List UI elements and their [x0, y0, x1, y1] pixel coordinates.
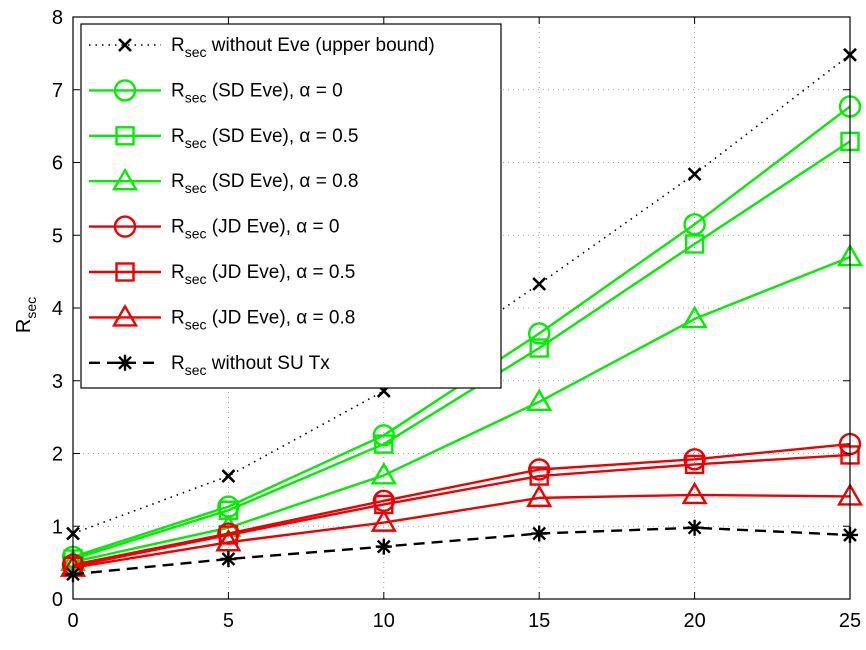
- series-7-point: [526, 484, 553, 508]
- series-8-point: [220, 550, 237, 567]
- legend-entry: Rsec (JD Eve), α = 0.8: [89, 304, 355, 332]
- series-1-point: [221, 469, 236, 483]
- svg-text:Rsec: Rsec: [13, 297, 39, 333]
- series-6-point: [684, 454, 705, 475]
- series-3-point: [374, 434, 394, 454]
- x-tick-label: 25: [839, 610, 861, 632]
- y-tick-label: 8: [52, 7, 63, 29]
- legend-swatch-marker: [117, 354, 133, 371]
- legend-label: Rsec (SD Eve), α = 0.5: [171, 126, 359, 151]
- series-5-line: [72, 442, 851, 566]
- legend-swatch-marker: [113, 79, 137, 102]
- legend-label: Rsec (SD Eve), α = 0: [171, 80, 343, 105]
- legend-swatch-marker: [113, 215, 137, 238]
- legend-label: Rsec (SD Eve), α = 0.8: [171, 171, 359, 196]
- series-3-line: [72, 140, 851, 561]
- series-7-point: [370, 509, 397, 532]
- legend-label: Rsec without Eve (upper bound): [171, 35, 435, 60]
- legend-swatch-marker: [115, 262, 135, 282]
- y-tick-label: 4: [52, 298, 63, 320]
- y-tick-label: 5: [52, 225, 63, 247]
- legend-swatch-marker: [111, 167, 139, 191]
- y-tick-label: 2: [52, 444, 63, 466]
- series-3-point: [684, 234, 705, 254]
- legend-swatch-marker: [118, 38, 132, 52]
- legend-entry: Rsec (SD Eve), α = 0.5: [89, 126, 359, 151]
- y-tick-label: 0: [52, 589, 63, 611]
- series-4-point: [681, 305, 708, 329]
- legend-swatch-marker: [115, 126, 135, 146]
- legend-entry: Rsec without SU Tx: [89, 353, 330, 378]
- series-5: [61, 432, 862, 577]
- legend-label: Rsec (JD Eve), α = 0.5: [171, 262, 355, 287]
- legend-entry: Rsec without Eve (upper bound): [89, 35, 435, 60]
- series-layer: [59, 47, 864, 583]
- series-2-point: [528, 322, 551, 345]
- legend-label: Rsec (JD Eve), α = 0.8: [171, 307, 355, 332]
- series-8-line: [72, 526, 851, 576]
- series-8-point: [375, 538, 392, 555]
- series-6-line: [72, 453, 851, 568]
- series-3-point: [529, 338, 549, 358]
- legend-label: Rsec (JD Eve), α = 0: [171, 217, 339, 242]
- legend-label: Rsec without SU Tx: [171, 353, 330, 378]
- legend-entry: Rsec (SD Eve), α = 0: [89, 79, 343, 105]
- axis-ticks: 0 5 10 15 20 25 0 1 2 3 4 5 6 7 8: [52, 7, 861, 632]
- series-4-line: [72, 255, 851, 564]
- series-1-point: [532, 277, 547, 291]
- x-tick-label: 15: [528, 610, 550, 632]
- series-4-point: [526, 388, 553, 412]
- series-5-point: [683, 448, 706, 471]
- series-4-point: [370, 461, 397, 485]
- legend-box: [80, 23, 502, 389]
- legend-entry: Rsec (JD Eve), α = 0.5: [89, 262, 355, 287]
- y-tick-label: 1: [52, 516, 63, 538]
- series-8-point: [686, 519, 703, 536]
- series-7-point: [215, 528, 242, 552]
- series-7: [59, 481, 864, 577]
- x-tick-label: 5: [223, 610, 234, 632]
- series-1-point: [687, 167, 702, 182]
- legend-swatch-marker: [111, 304, 139, 327]
- series-1-line: [72, 54, 851, 535]
- legend-entry: Rsec (JD Eve), α = 0: [89, 215, 339, 242]
- x-tick-label: 20: [683, 610, 705, 632]
- series-8: [65, 519, 858, 583]
- y-tick-label: 6: [52, 153, 63, 175]
- series-5-point: [528, 458, 551, 481]
- y-tick-label: 7: [52, 80, 63, 102]
- series-7-line: [72, 493, 851, 569]
- series-7-point: [681, 481, 708, 505]
- series-6-point: [218, 525, 239, 545]
- y-axis-label-main: R: [13, 319, 35, 333]
- y-axis-label: Rsec: [13, 297, 39, 333]
- x-tick-label: 0: [67, 610, 78, 632]
- series-8-point: [531, 525, 548, 542]
- y-tick-label: 3: [52, 371, 63, 393]
- legend: Rsec without Eve (upper bound) Rsec (SD E…: [80, 23, 502, 389]
- x-tick-label: 10: [373, 610, 395, 632]
- y-axis-label-sub: sec: [23, 297, 39, 319]
- legend-entry: Rsec (SD Eve), α = 0.8: [89, 167, 359, 196]
